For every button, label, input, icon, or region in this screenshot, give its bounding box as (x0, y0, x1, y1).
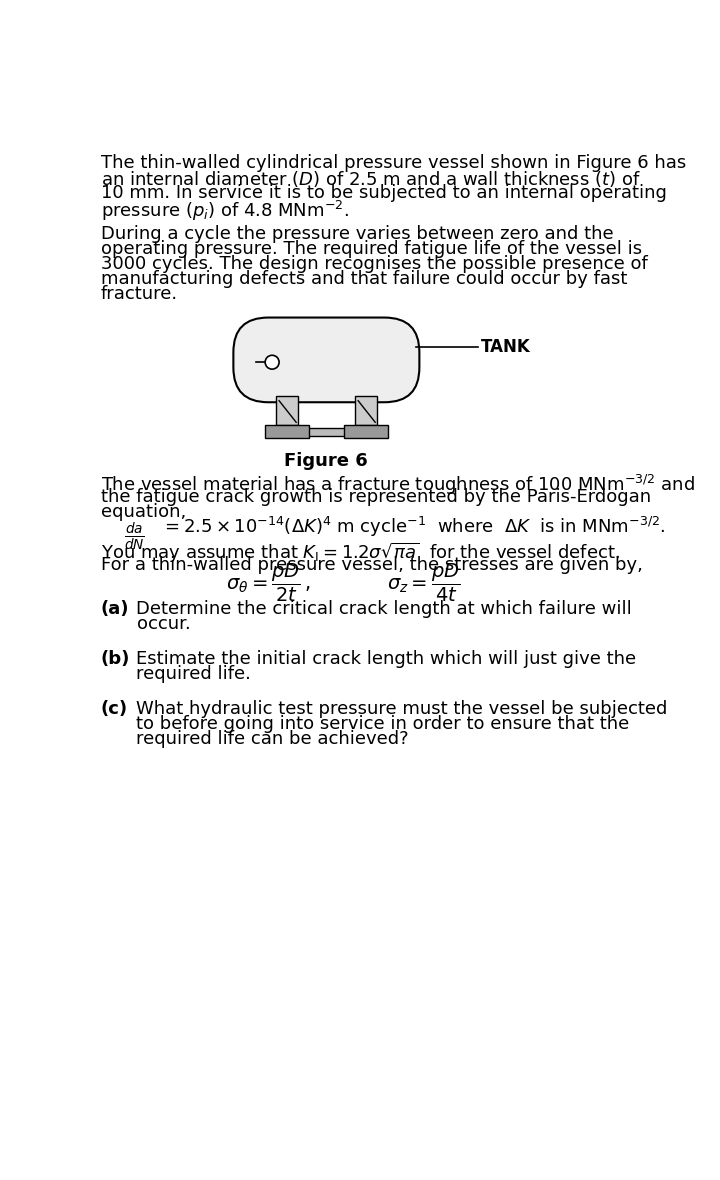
Text: equation,: equation, (101, 503, 186, 520)
Text: For a thin-walled pressure vessel, the stresses are given by,: For a thin-walled pressure vessel, the s… (101, 556, 643, 573)
Text: 3000 cycles. The design recognises the possible presence of: 3000 cycles. The design recognises the p… (101, 255, 647, 273)
Text: The vessel material has a fracture toughness of 100 MNm$^{-3/2}$ and: The vessel material has a fracture tough… (101, 473, 695, 497)
Text: 10 mm. In service it is to be subjected to an internal operating: 10 mm. In service it is to be subjected … (101, 184, 667, 202)
Text: Determine the critical crack length at which failure will: Determine the critical crack length at w… (137, 601, 632, 618)
Bar (297, 428, 355, 437)
Bar (276, 396, 297, 425)
Text: Estimate the initial crack length which will just give the: Estimate the initial crack length which … (137, 650, 636, 668)
Text: Figure 6: Figure 6 (284, 452, 368, 470)
Text: $\frac{da}{dN}$: $\frac{da}{dN}$ (124, 520, 145, 553)
Text: You may assume that $K_{\mathrm{I}} =1.2\sigma\sqrt{\pi a}$  for the vessel defe: You may assume that $K_{\mathrm{I}} =1.2… (101, 540, 620, 565)
Text: (a): (a) (101, 601, 130, 618)
Text: manufacturing defects and that failure could occur by fast: manufacturing defects and that failure c… (101, 270, 627, 288)
Bar (344, 425, 387, 438)
Text: operating pressure. The required fatigue life of the vessel is: operating pressure. The required fatigue… (101, 240, 642, 257)
Text: an internal diameter ($D$) of 2.5 m and a wall thickness ($t$) of: an internal diameter ($D$) of 2.5 m and … (101, 169, 641, 189)
Bar (265, 425, 309, 438)
Text: TANK: TANK (481, 337, 531, 356)
Text: pressure ($p_i$) of 4.8 MNm$^{-2}$.: pressure ($p_i$) of 4.8 MNm$^{-2}$. (101, 199, 348, 223)
Text: (c): (c) (101, 700, 128, 719)
Text: to before going into service in order to ensure that the: to before going into service in order to… (137, 715, 630, 733)
Circle shape (265, 355, 279, 369)
Text: occur.: occur. (137, 615, 190, 634)
Bar (355, 396, 377, 425)
Text: $\sigma_{\theta} = \dfrac{pD}{2t}\,,$: $\sigma_{\theta} = \dfrac{pD}{2t}\,,$ (226, 562, 310, 604)
Text: During a cycle the pressure varies between zero and the: During a cycle the pressure varies betwe… (101, 224, 613, 243)
Text: The thin-walled cylindrical pressure vessel shown in Figure 6 has: The thin-walled cylindrical pressure ves… (101, 153, 686, 172)
Text: required life.: required life. (137, 666, 251, 683)
Text: $\sigma_{z} = \dfrac{pD}{4t}$: $\sigma_{z} = \dfrac{pD}{4t}$ (387, 562, 460, 604)
Text: required life can be achieved?: required life can be achieved? (137, 730, 409, 748)
FancyBboxPatch shape (233, 317, 419, 402)
Text: What hydraulic test pressure must the vessel be subjected: What hydraulic test pressure must the ve… (137, 700, 668, 719)
Text: (b): (b) (101, 650, 130, 668)
Text: $=2.5\times10^{-14}(\Delta K)^{4}$ m cycle$^{-1}$  where  $\Delta K$  is in MNm$: $=2.5\times10^{-14}(\Delta K)^{4}$ m cyc… (161, 514, 665, 539)
Text: fracture.: fracture. (101, 284, 178, 303)
Text: the fatigue crack growth is represented by the Paris-Erdogan: the fatigue crack growth is represented … (101, 487, 651, 506)
